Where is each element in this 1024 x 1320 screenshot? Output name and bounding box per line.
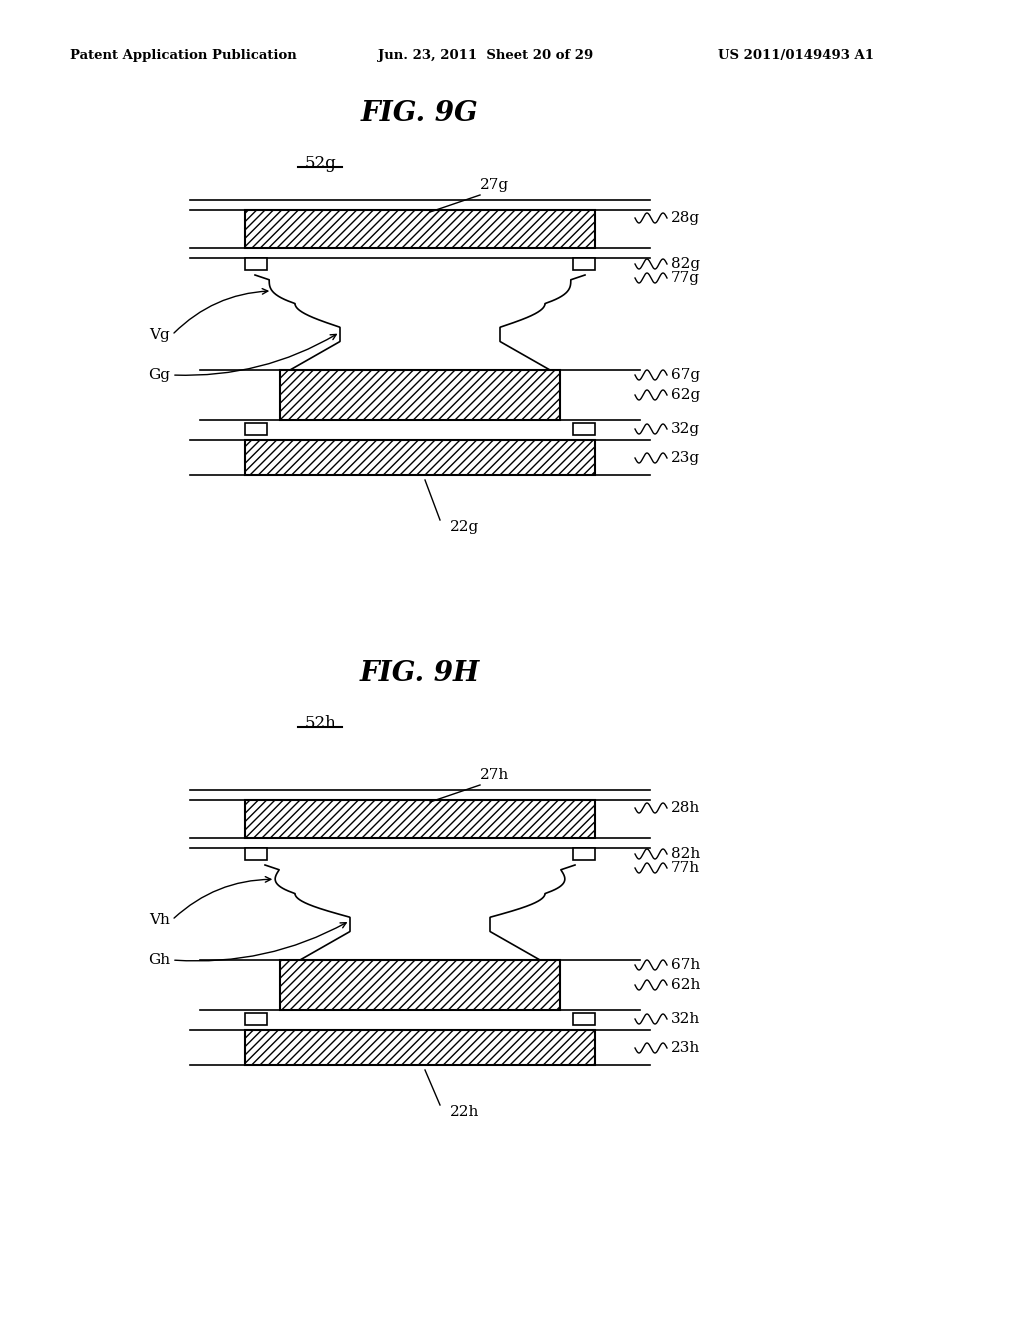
Text: Patent Application Publication: Patent Application Publication [70, 49, 297, 62]
Text: Gh: Gh [147, 953, 170, 968]
Text: 22g: 22g [450, 520, 479, 535]
Text: Vh: Vh [150, 913, 170, 927]
Bar [245, 440, 595, 475]
Bar [245, 257, 267, 271]
Bar [280, 370, 560, 420]
Text: Jun. 23, 2011  Sheet 20 of 29: Jun. 23, 2011 Sheet 20 of 29 [378, 49, 593, 62]
Text: Vg: Vg [150, 327, 170, 342]
Text: 23h: 23h [671, 1041, 700, 1055]
Text: 62h: 62h [671, 978, 700, 993]
Text: 32h: 32h [671, 1012, 700, 1026]
Text: 23g: 23g [671, 451, 700, 465]
Text: FIG. 9H: FIG. 9H [359, 660, 480, 686]
Text: 67h: 67h [671, 958, 700, 972]
Text: 27g: 27g [480, 178, 509, 191]
Text: 52h: 52h [304, 715, 336, 733]
Bar [245, 800, 595, 838]
Text: 82h: 82h [671, 847, 700, 861]
Text: Gg: Gg [148, 368, 170, 381]
Text: 62g: 62g [671, 388, 700, 403]
Bar [245, 210, 595, 248]
Bar [573, 257, 595, 271]
Bar [245, 847, 267, 861]
Text: US 2011/0149493 A1: US 2011/0149493 A1 [718, 49, 874, 62]
Bar [245, 422, 267, 436]
Bar [245, 1030, 595, 1065]
Text: 67g: 67g [671, 368, 700, 381]
Text: 52g: 52g [304, 154, 336, 172]
Text: 28h: 28h [671, 801, 700, 814]
Text: 22h: 22h [450, 1105, 479, 1119]
Text: 28g: 28g [671, 211, 700, 224]
Bar [573, 847, 595, 861]
Text: 77g: 77g [671, 271, 700, 285]
Bar [573, 1012, 595, 1026]
Bar [280, 960, 560, 1010]
Text: 27h: 27h [480, 768, 509, 781]
Text: FIG. 9G: FIG. 9G [361, 100, 479, 127]
Bar [245, 1012, 267, 1026]
Bar [573, 422, 595, 436]
Text: 82g: 82g [671, 257, 700, 271]
Text: 77h: 77h [671, 861, 700, 875]
Text: 32g: 32g [671, 422, 700, 436]
